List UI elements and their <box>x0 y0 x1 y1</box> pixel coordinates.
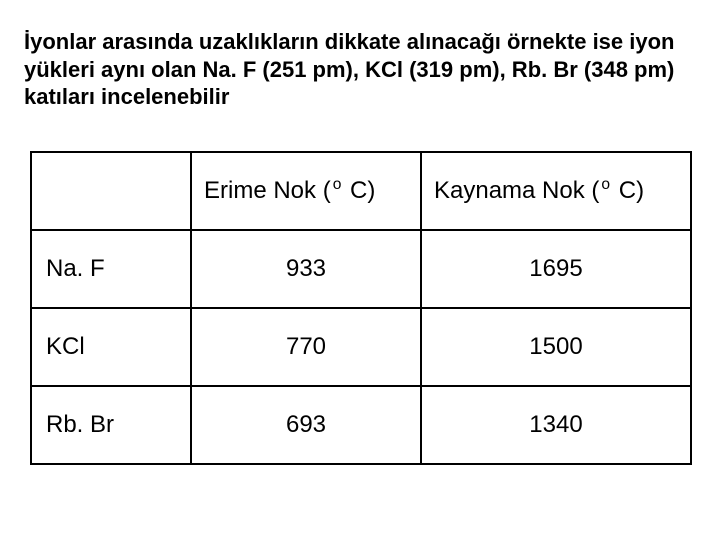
table-row: Rb. Br 693 1340 <box>31 386 691 464</box>
header-boiling: Kaynama Nok (o C) <box>421 152 691 230</box>
header-melting-suffix: C) <box>343 177 375 204</box>
header-melting: Erime Nok (o C) <box>191 152 421 230</box>
header-melting-prefix: Erime Nok ( <box>204 177 331 204</box>
row-label: Na. F <box>31 230 191 308</box>
cell-boil: 1500 <box>421 308 691 386</box>
row-label: Rb. Br <box>31 386 191 464</box>
header-boiling-suffix: C) <box>612 177 644 204</box>
header-boiling-prefix: Kaynama Nok ( <box>434 177 599 204</box>
table-header-row: Erime Nok (o C) Kaynama Nok (o C) <box>31 152 691 230</box>
table-row: KCl 770 1500 <box>31 308 691 386</box>
cell-melt: 933 <box>191 230 421 308</box>
properties-table: Erime Nok (o C) Kaynama Nok (o C) Na. F … <box>30 151 692 465</box>
row-label: KCl <box>31 308 191 386</box>
cell-boil: 1340 <box>421 386 691 464</box>
cell-boil: 1695 <box>421 230 691 308</box>
cell-melt: 770 <box>191 308 421 386</box>
header-melting-sup: o <box>333 176 342 193</box>
header-boiling-sup: o <box>601 176 610 193</box>
table-row: Na. F 933 1695 <box>31 230 691 308</box>
header-blank <box>31 152 191 230</box>
cell-melt: 693 <box>191 386 421 464</box>
slide-page: İyonlar arasında uzaklıkların dikkate al… <box>0 0 720 540</box>
intro-paragraph: İyonlar arasında uzaklıkların dikkate al… <box>24 28 696 111</box>
